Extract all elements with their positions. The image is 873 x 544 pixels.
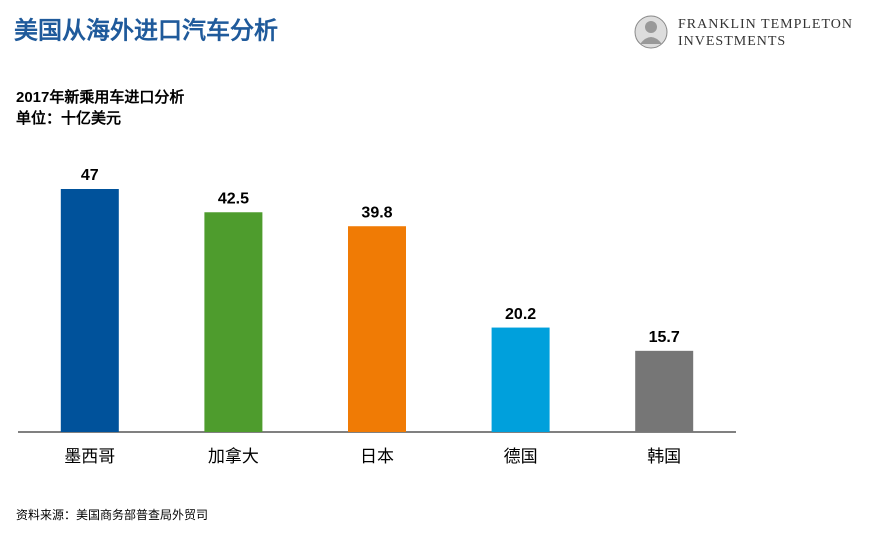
value-label: 20.2 — [505, 306, 536, 323]
x-tick-label: 日本 — [360, 447, 394, 466]
bar — [491, 327, 550, 432]
value-label: 42.5 — [218, 190, 249, 207]
x-tick-label: 德国 — [504, 447, 538, 466]
x-tick-label: 墨西哥 — [64, 447, 115, 466]
x-tick-label: 加拿大 — [208, 446, 259, 466]
brand-line: INVESTMENTS — [678, 34, 786, 49]
bar — [204, 212, 263, 432]
header-title: 美国从海外进口汽车分析 — [14, 16, 278, 44]
value-label: 39.8 — [361, 204, 392, 221]
logo-icon — [634, 15, 668, 49]
source-note: 资料来源：美国商务部普查局外贸司 — [16, 507, 208, 522]
bar — [348, 226, 406, 432]
value-label: 15.7 — [649, 329, 680, 346]
chart-subtitle: 单位：十亿美元 — [16, 109, 121, 127]
value-label: 47 — [81, 167, 99, 184]
bar — [60, 189, 119, 432]
chart-title: 2017年新乘用车进口分析 — [16, 88, 184, 106]
x-tick-label: 韩国 — [647, 447, 681, 466]
brand-line: FRANKLIN TEMPLETON — [678, 17, 853, 32]
bar — [635, 350, 694, 432]
